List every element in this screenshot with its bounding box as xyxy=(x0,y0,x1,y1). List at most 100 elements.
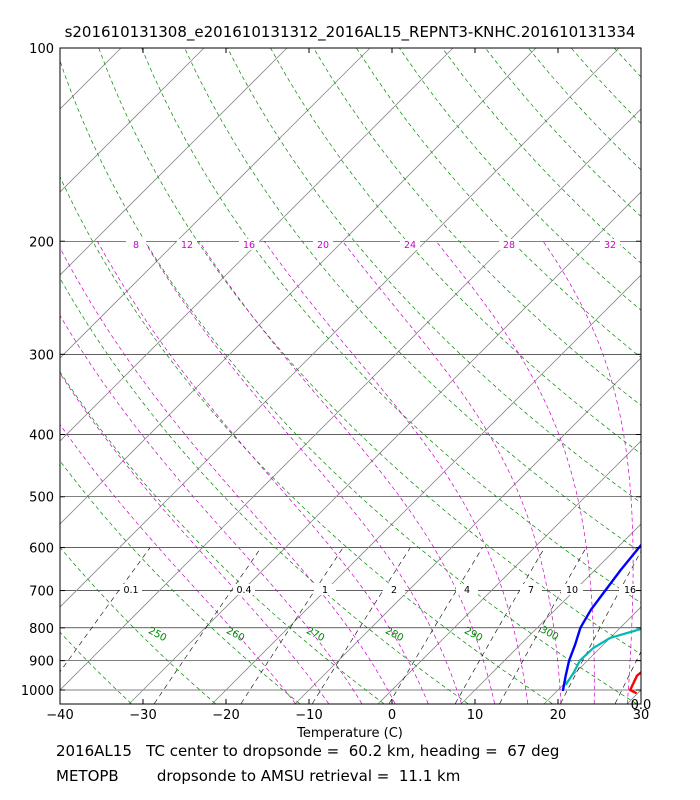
isotherm-line xyxy=(627,689,641,704)
y-tick-label: 600 xyxy=(29,542,54,557)
dry-adiabat-label: 280 xyxy=(383,625,405,644)
mixing-ratio-label-700: 0.1 xyxy=(123,585,138,596)
x-tick-label: 30 xyxy=(633,708,650,723)
dry-adiabat-line xyxy=(60,371,384,704)
isotherm-line xyxy=(0,48,38,704)
mixing-ratio-line xyxy=(560,550,641,704)
chart-title: s201610131308_e201610131312_2016AL15_REP… xyxy=(65,23,636,42)
mixing-ratio-label-700-bg xyxy=(456,584,478,595)
dry-adiabat-line xyxy=(270,48,641,455)
dry-adiabat-line xyxy=(356,48,641,359)
dry-adiabat-line xyxy=(399,48,641,311)
axes: −40 −30 −20 −10 0 10 20 30 100 200 300 400 500 600 700… xyxy=(21,42,649,723)
mixing-ratio-label-200-bg xyxy=(126,239,146,250)
dry-adiabat-line xyxy=(98,48,641,655)
mixing-ratio-label-700-bg xyxy=(314,584,336,595)
isotherm-line xyxy=(129,191,641,704)
mixing-ratio-label-200: 8 xyxy=(133,240,139,251)
mixing-ratio-label-700-bg xyxy=(120,584,142,595)
mixing-ratio-label-700: 16 xyxy=(624,585,636,596)
dry-adiabat-line xyxy=(141,48,641,604)
mixing-ratio-label-200: 28 xyxy=(503,240,515,251)
mixing-ratio-line xyxy=(614,650,641,704)
moist-adiabat-line xyxy=(60,314,363,704)
x-tick-label: 20 xyxy=(550,708,567,723)
isotherm-line xyxy=(60,48,288,276)
dry-adiabat-line xyxy=(60,631,132,704)
mixing-ratio-label-200-bg xyxy=(499,239,519,250)
isotherm-line xyxy=(378,440,641,704)
moist-adiabat-line xyxy=(97,241,429,704)
dry-adiabat-line xyxy=(184,48,641,553)
y-tick-label: 300 xyxy=(29,348,54,363)
mixing-ratio-label-700-bg xyxy=(233,584,255,595)
isotherm-line xyxy=(60,48,371,359)
mixing-ratio-line xyxy=(240,547,344,704)
y-tick-label: 400 xyxy=(29,429,54,444)
isotherm-line xyxy=(60,108,641,691)
isotherm-line xyxy=(295,357,641,704)
dropsonde-dewpoint-line xyxy=(564,627,641,686)
amsu-dewpoint-line xyxy=(561,543,641,692)
mixing-ratio-label-200: 20 xyxy=(317,240,329,251)
moist-adiabat-line xyxy=(264,241,529,704)
dry-adiabat-line xyxy=(60,176,553,704)
corner-label: 0.0 xyxy=(631,698,652,713)
y-tick-label: 800 xyxy=(29,622,54,637)
moist-adiabat-line xyxy=(60,372,329,704)
dry-adiabat-line xyxy=(657,48,700,704)
x-tick-label: −20 xyxy=(212,708,239,723)
mixing-ratio-label-200: 12 xyxy=(181,240,193,251)
moist-adiabat-line xyxy=(144,241,462,704)
isotherm-line xyxy=(60,48,205,193)
dry-adiabat-line xyxy=(227,48,641,504)
dry-adiabat-line xyxy=(0,48,47,704)
mixing-ratio-label-700: 1 xyxy=(322,585,328,596)
mixing-ratio-label-700-bg xyxy=(619,584,641,595)
x-tick-label: −30 xyxy=(129,708,156,723)
isotherm-line xyxy=(544,606,641,704)
dry-adiabat-line xyxy=(613,48,641,78)
moist-adiabat-line xyxy=(650,241,682,703)
y-tick-label: 200 xyxy=(29,235,54,250)
mixing-ratio-label-700-bg xyxy=(383,584,405,595)
x-tick-label: −40 xyxy=(46,708,73,723)
mixing-ratio-line xyxy=(60,547,151,673)
dry-adiabat-line xyxy=(60,277,469,704)
dry-adiabat-label: 270 xyxy=(304,625,326,644)
y-tick-label: 900 xyxy=(29,655,54,670)
isotherm-line xyxy=(60,48,620,608)
moist-adiabat-line xyxy=(60,246,396,704)
caption-line-1: 2016AL15 TC center to dropsonde = 60.2 k… xyxy=(56,742,560,760)
caption-line-2: METOPB dropsonde to AMSU retrieval = 11.… xyxy=(56,767,461,785)
moist-adiabat-line xyxy=(198,241,495,704)
mixing-ratio-label-200-bg xyxy=(239,239,259,250)
y-tick-label: 500 xyxy=(29,491,54,506)
mixing-ratio-label-200: 16 xyxy=(243,240,255,251)
mixing-ratio-label-700: 4 xyxy=(464,585,470,596)
mixing-ratio-line xyxy=(312,547,411,704)
mixing-ratio-label-700: 10 xyxy=(566,585,578,596)
plot-frame xyxy=(59,47,642,705)
dry-adiabat-label: 300 xyxy=(538,624,560,643)
dry-adiabat-label: 250 xyxy=(146,625,168,644)
dry-adiabat-line xyxy=(313,48,641,406)
isotherm-line xyxy=(212,274,641,704)
y-tick-label: 700 xyxy=(29,585,54,600)
data-lines xyxy=(561,543,641,694)
mixing-ratio-label-700: 0.4 xyxy=(236,585,251,596)
mixing-ratio-label-700-bg xyxy=(520,584,542,595)
dry-adiabat-line xyxy=(60,59,637,704)
mixing-ratio-label-200: 24 xyxy=(404,240,416,251)
y-tick-label: 1000 xyxy=(21,684,54,699)
mixing-ratio-label-700: 7 xyxy=(528,585,534,596)
mixing-ratio-label-700: 2 xyxy=(391,585,397,596)
dry-adiabat-label: 260 xyxy=(224,625,246,644)
isotherm-line xyxy=(60,48,454,442)
mixing-ratio-label-200-bg xyxy=(400,239,420,250)
mixing-ratio-label-200-bg xyxy=(177,239,197,250)
moist-adiabat-line xyxy=(694,241,700,703)
mixing-ratio-label-200: 32 xyxy=(604,240,616,251)
y-tick-label: 100 xyxy=(29,42,54,57)
